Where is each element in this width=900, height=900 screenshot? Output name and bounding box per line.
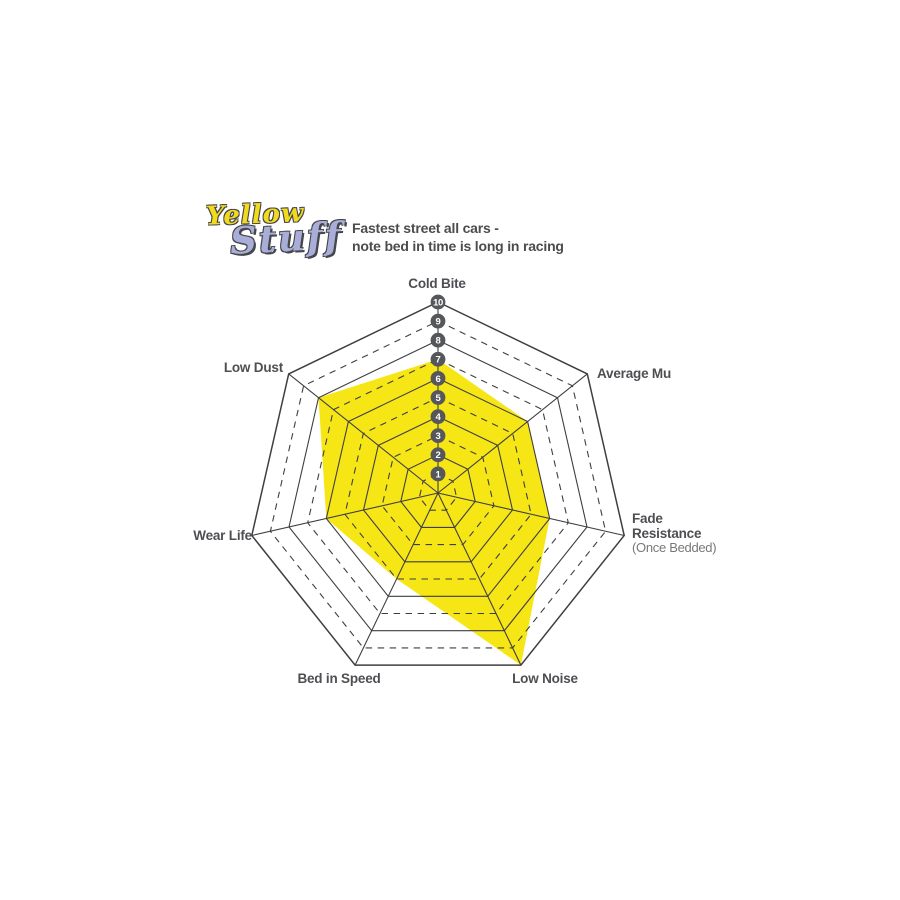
axis-label-low-dust: Low Dust	[223, 360, 283, 375]
scale-badge-8	[430, 332, 446, 348]
radar-spoke-5	[251, 492, 439, 537]
radar-ring-5	[344, 396, 532, 580]
scale-badge-label-6: 6	[436, 374, 441, 385]
chart-title-line1: Fastest street all cars -	[352, 220, 499, 236]
axis-label-average-mu: Average Mu	[597, 366, 672, 381]
scale-badge-label-7: 7	[436, 355, 441, 366]
scale-badge-7	[430, 351, 446, 367]
radar-spoke-4	[354, 492, 439, 666]
scale-badge-label-9: 9	[436, 317, 441, 328]
radar-spoke-6	[288, 373, 439, 494]
scale-badge-label-10: 10	[433, 297, 443, 308]
radar-ring-6	[325, 377, 551, 597]
axis-label-low-noise: Low Noise	[512, 671, 578, 686]
scale-badge-9	[430, 313, 446, 329]
radar-ring-9	[269, 320, 607, 649]
radar-ring-8	[288, 339, 588, 632]
radar-spoke-1	[437, 373, 588, 494]
axis-label-fade-resistance-text: Fade Resistance	[632, 511, 702, 541]
axis-label-fade-note: (Once Bedded)	[632, 540, 717, 555]
scale-badge-label-2: 2	[436, 450, 441, 461]
scale-badge-label-4: 4	[436, 412, 442, 423]
radar-ring-7	[307, 358, 569, 615]
axis-label-wear-life: Wear Life	[193, 528, 252, 543]
scale-badge-3	[430, 428, 446, 444]
scale-badge-5	[430, 390, 446, 405]
scale-badge-4	[430, 409, 446, 424]
radar-ring-1	[418, 473, 458, 511]
chart-title: Fastest street all cars - note bed in ti…	[352, 220, 564, 255]
axis-label-cold-bite: Cold Bite	[408, 276, 466, 291]
axis-label-fade-resistance: Fade Resistance (Once Bedded)	[632, 511, 717, 556]
scale-badge-label-8: 8	[436, 336, 441, 347]
radar-ring-10	[250, 301, 626, 666]
radar-spoke-2	[437, 492, 625, 537]
chart-title-line2: note bed in time is long in racing	[352, 237, 564, 254]
radar-ring-2	[400, 454, 476, 528]
scale-badge-label-3: 3	[436, 431, 441, 442]
radar-ring-3	[381, 435, 495, 546]
scale-badge-2	[430, 447, 446, 463]
axis-label-bed-in-speed: Bed in Speed	[297, 671, 381, 686]
radar-spoke-3	[437, 492, 522, 666]
scale-badge-10	[430, 294, 446, 310]
scale-badge-6	[430, 371, 446, 386]
radar-value-area	[318, 359, 550, 666]
scale-badge-label-5: 5	[436, 393, 442, 404]
radar-ring-4	[362, 415, 514, 563]
scale-badge-label-1: 1	[436, 469, 442, 480]
scale-badge-1	[430, 466, 446, 482]
